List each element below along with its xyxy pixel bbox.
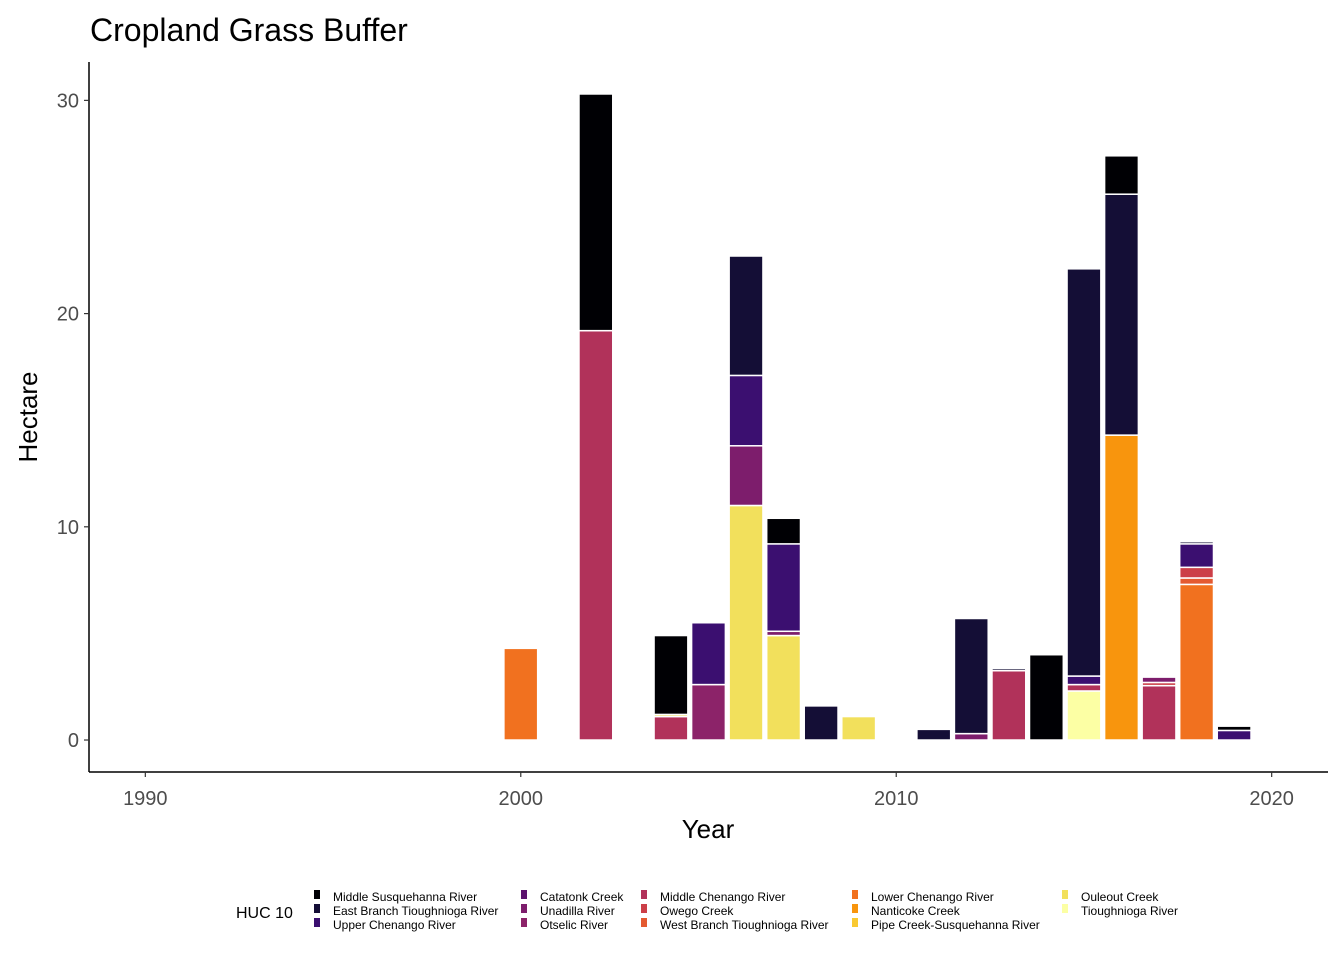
- legend-swatch-catatonk-creek: [521, 890, 527, 899]
- y-tick-label: 20: [57, 304, 79, 326]
- legend-label-tioughnioga-river: Tioughnioga River: [1081, 904, 1178, 918]
- bar-segment-2013-middle-chenango-river: [991, 669, 1027, 741]
- legend-label-owego-creek: Owego Creek: [660, 904, 734, 918]
- bar-segment-2014-middle-susquehanna-river: [1028, 653, 1065, 741]
- axes-layer: [88, 62, 1328, 773]
- bar-segment-2002-middle-susquehanna-river: [578, 93, 614, 332]
- legend-swatch-west-branch-tioughnioga-river: [641, 918, 647, 927]
- legend-label-middle-susquehanna-river: Middle Susquehanna River: [333, 890, 477, 904]
- legend-swatch-nanticoke-creek: [852, 904, 858, 913]
- y-axis-label: Hectare: [13, 371, 43, 462]
- bar-segment-2007-ouleout-creek: [765, 634, 802, 741]
- bar-segment-2016-nanticoke-creek: [1103, 434, 1140, 741]
- bar-segment-2004-middle-susquehanna-river: [653, 634, 689, 716]
- legend-label-west-branch-tioughnioga-river: West Branch Tioughnioga River: [660, 918, 829, 932]
- legend-swatch-unadilla-river: [521, 904, 527, 913]
- bar-segment-2007-upper-chenango-river: [765, 543, 802, 633]
- bar-segment-2019-upper-chenango-river: [1216, 729, 1252, 741]
- legend-label-ouleout-creek: Ouleout Creek: [1081, 890, 1159, 904]
- y-tick-label: 0: [68, 730, 79, 752]
- legend-label-upper-chenango-river: Upper Chenango River: [333, 918, 456, 932]
- bar-segment-2018-upper-chenango-river: [1178, 543, 1215, 569]
- bar-segment-2006-east-branch-tioughnioga-river: [728, 255, 764, 377]
- bar-segment-2018-east-branch-tioughnioga-river: [1178, 540, 1215, 545]
- bars-layer: [503, 93, 1252, 741]
- legend-swatch-ouleout-creek: [1062, 890, 1068, 899]
- bar-segment-2019-middle-susquehanna-river: [1216, 725, 1252, 732]
- legend-swatch-tioughnioga-river: [1062, 904, 1068, 913]
- legend-label-middle-chenango-river: Middle Chenango River: [660, 890, 785, 904]
- x-tick-label: 2010: [874, 788, 919, 810]
- legend-label-nanticoke-creek: Nanticoke Creek: [871, 904, 961, 918]
- bar-segment-2009-ouleout-creek: [841, 715, 877, 741]
- x-tick-label: 2020: [1249, 788, 1294, 810]
- legend-label-unadilla-river: Unadilla River: [540, 904, 615, 918]
- legend-label-east-branch-tioughnioga-river: East Branch Tioughnioga River: [333, 904, 498, 918]
- legend-swatch-upper-chenango-river: [314, 918, 320, 927]
- y-tick-label: 10: [57, 517, 79, 539]
- bar-segment-2011-east-branch-tioughnioga-river: [916, 728, 952, 741]
- bar-segment-2006-ouleout-creek: [728, 504, 764, 741]
- legend-label-catatonk-creek: Catatonk Creek: [540, 890, 624, 904]
- bar-segment-2012-east-branch-tioughnioga-river: [953, 617, 989, 735]
- bar-segment-2015-east-branch-tioughnioga-river: [1066, 268, 1102, 677]
- x-tick-label: 2000: [499, 788, 544, 810]
- bar-segment-2002-middle-chenango-river: [578, 329, 614, 741]
- x-axis-label: Year: [682, 814, 735, 844]
- bar-segment-2016-middle-susquehanna-river: [1103, 155, 1140, 195]
- bar-segment-2012-unadilla-river: [953, 732, 989, 741]
- bar-segment-2015-tioughnioga-river: [1066, 690, 1102, 741]
- bar-segment-2015-upper-chenango-river: [1066, 675, 1102, 686]
- bar-segment-2018-west-branch-tioughnioga-river: [1178, 577, 1215, 586]
- y-ticks: 0 10 20 30: [57, 90, 89, 752]
- bar-segment-2000-lower-chenango-river: [503, 647, 539, 741]
- legend-swatch-lower-chenango-river: [852, 890, 858, 899]
- legend-title: HUC 10: [236, 905, 293, 922]
- bar-segment-2018-owego-creek: [1178, 566, 1215, 579]
- legend-swatch-middle-susquehanna-river: [314, 890, 320, 899]
- bar-segment-2016-east-branch-tioughnioga-river: [1103, 193, 1140, 436]
- legend-swatch-pipe-creek-susquehanna-river: [852, 918, 858, 927]
- bar-segment-2013-east-branch-tioughnioga-river: [991, 667, 1027, 672]
- bar-segment-2017-unadilla-river: [1141, 676, 1177, 684]
- legend-swatch-middle-chenango-river: [641, 890, 647, 899]
- bar-segment-2007-middle-susquehanna-river: [765, 517, 802, 545]
- bar-segment-2005-otselic-river: [690, 683, 727, 741]
- bar-segment-2006-upper-chenango-river: [728, 374, 764, 447]
- legend-label-otselic-river: Otselic River: [540, 918, 608, 932]
- bar-segment-2015-middle-chenango-river: [1066, 683, 1102, 692]
- legend-swatch-east-branch-tioughnioga-river: [314, 904, 320, 913]
- bar-segment-2018-lower-chenango-river: [1178, 583, 1215, 741]
- legend-label-lower-chenango-river: Lower Chenango River: [871, 890, 994, 904]
- legend-label-pipe-creek-susquehanna-river: Pipe Creek-Susquehanna River: [871, 918, 1040, 932]
- chart-title: Cropland Grass Buffer: [90, 12, 408, 48]
- legend-swatch-owego-creek: [641, 904, 647, 913]
- bar-segment-2006-unadilla-river: [728, 445, 764, 507]
- legend-swatch-otselic-river: [521, 918, 527, 927]
- y-tick-label: 30: [57, 90, 79, 112]
- bar-segment-2017-middle-chenango-river: [1141, 684, 1177, 741]
- x-tick-label: 1990: [123, 788, 168, 810]
- x-ticks: 1990 2000 2010 2020: [123, 772, 1294, 810]
- bar-segment-2008-east-branch-tioughnioga-river: [803, 705, 839, 741]
- bar-segment-2005-upper-chenango-river: [690, 622, 727, 686]
- bar-segment-2004-middle-chenango-river: [653, 715, 689, 741]
